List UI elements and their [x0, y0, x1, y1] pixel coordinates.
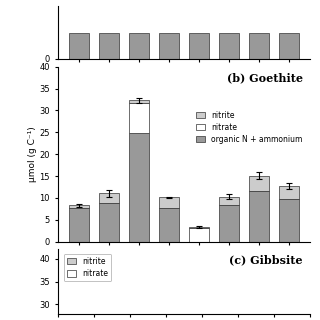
Bar	[189, 33, 209, 59]
Y-axis label: μmol (g C⁻¹): μmol (g C⁻¹)	[28, 126, 36, 182]
Bar	[99, 33, 119, 59]
Bar	[99, 193, 119, 203]
Bar	[129, 100, 149, 103]
Bar	[219, 205, 239, 242]
Bar	[279, 33, 299, 59]
Bar	[129, 133, 149, 242]
Bar	[99, 203, 119, 242]
Bar	[69, 33, 89, 59]
Bar	[129, 103, 149, 133]
Text: (b) Goethite: (b) Goethite	[227, 72, 303, 83]
Bar	[249, 176, 269, 191]
Text: (c) Gibbsite: (c) Gibbsite	[229, 255, 303, 266]
Bar	[159, 33, 179, 59]
Legend: nitrite, nitrate, organic N + ammonium: nitrite, nitrate, organic N + ammonium	[194, 109, 304, 145]
Bar	[219, 196, 239, 205]
Bar	[69, 205, 89, 208]
Bar	[69, 208, 89, 242]
Bar	[159, 197, 179, 208]
Bar	[249, 191, 269, 242]
Bar	[189, 228, 209, 242]
Bar	[279, 186, 299, 199]
Bar	[249, 33, 269, 59]
Bar	[189, 227, 209, 228]
Bar	[219, 33, 239, 59]
Bar	[279, 199, 299, 242]
Legend: nitrite, nitrate: nitrite, nitrate	[64, 254, 111, 281]
Bar	[159, 208, 179, 242]
Bar	[129, 33, 149, 59]
